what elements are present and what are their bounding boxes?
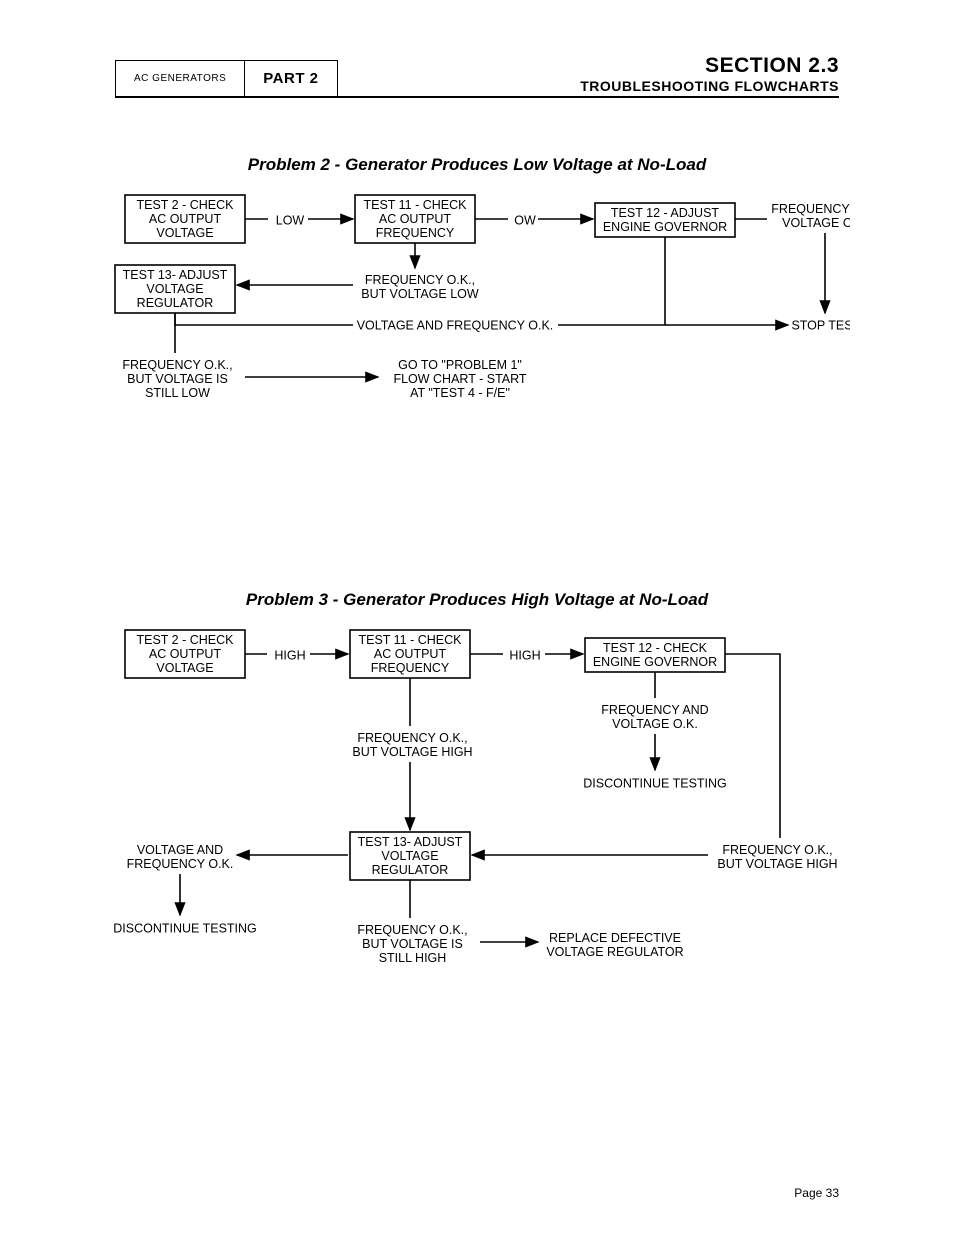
svg-text:DISCONTINUE TESTING: DISCONTINUE TESTING (583, 777, 727, 791)
svg-text:BUT VOLTAGE IS: BUT VOLTAGE IS (362, 937, 463, 951)
svg-text:REGULATOR: REGULATOR (372, 863, 449, 877)
page-number: Page 33 (794, 1186, 839, 1200)
node-t12: TEST 12 - ADJUSTENGINE GOVERNOR (595, 203, 735, 237)
svg-text:TEST 12 - CHECK: TEST 12 - CHECK (603, 641, 708, 655)
node-high2: HIGH (509, 649, 540, 663)
node-fokvsl: FREQUENCY O.K.,BUT VOLTAGE ISSTILL LOW (122, 358, 232, 400)
node-t2: TEST 2 - CHECKAC OUTPUTVOLTAGE (125, 630, 245, 678)
svg-text:FREQUENCY AND: FREQUENCY AND (771, 202, 850, 216)
svg-text:FREQUENCY O.K.: FREQUENCY O.K. (127, 857, 234, 871)
svg-text:TEST 11 - CHECK: TEST 11 - CHECK (363, 198, 467, 212)
svg-text:STILL HIGH: STILL HIGH (379, 951, 447, 965)
flowchart-1: TEST 2 - CHECKAC OUTPUTVOLTAGETEST 11 - … (110, 185, 850, 445)
svg-text:HIGH: HIGH (509, 649, 540, 663)
svg-text:VOLTAGE AND: VOLTAGE AND (137, 843, 223, 857)
svg-text:FREQUENCY: FREQUENCY (376, 226, 455, 240)
node-ow: OW (514, 214, 536, 228)
svg-text:FREQUENCY O.K.,: FREQUENCY O.K., (357, 923, 467, 937)
svg-text:AT "TEST 4 - F/E": AT "TEST 4 - F/E" (410, 386, 510, 400)
svg-text:VOLTAGE AND FREQUENCY O.K.: VOLTAGE AND FREQUENCY O.K. (357, 319, 554, 333)
section-number: SECTION 2.3 (338, 54, 840, 78)
svg-text:VOLTAGE: VOLTAGE (146, 282, 203, 296)
flowchart-2: TEST 2 - CHECKAC OUTPUTVOLTAGETEST 11 - … (110, 620, 850, 1020)
svg-text:ENGINE GOVERNOR: ENGINE GOVERNOR (593, 655, 717, 669)
header-part: PART 2 (245, 60, 337, 97)
node-goto: GO TO "PROBLEM 1"FLOW CHART - STARTAT "T… (393, 358, 526, 400)
node-fokvl: FREQUENCY O.K.,BUT VOLTAGE LOW (361, 273, 479, 301)
node-fvok: FREQUENCY ANDVOLTAGE O.K. (771, 202, 850, 230)
svg-text:BUT VOLTAGE HIGH: BUT VOLTAGE HIGH (717, 857, 837, 871)
svg-text:HIGH: HIGH (274, 649, 305, 663)
node-t11: TEST 11 - CHECKAC OUTPUTFREQUENCY (350, 630, 470, 678)
svg-text:TEST 12 - ADJUST: TEST 12 - ADJUST (611, 206, 719, 220)
flowchart2-title: Problem 3 - Generator Produces High Volt… (0, 590, 954, 610)
node-high1: HIGH (274, 649, 305, 663)
flowchart1-title: Problem 2 - Generator Produces Low Volta… (0, 155, 954, 175)
svg-text:FREQUENCY O.K.,: FREQUENCY O.K., (357, 731, 467, 745)
header-right: SECTION 2.3 TROUBLESHOOTING FLOWCHARTS (338, 60, 840, 96)
svg-text:FREQUENCY O.K.,: FREQUENCY O.K., (122, 358, 232, 372)
svg-text:VOLTAGE REGULATOR: VOLTAGE REGULATOR (546, 945, 683, 959)
svg-text:STOP TESTS: STOP TESTS (791, 319, 850, 333)
svg-text:VOLTAGE: VOLTAGE (381, 849, 438, 863)
node-vfok: VOLTAGE ANDFREQUENCY O.K. (127, 843, 234, 871)
node-t13: TEST 13- ADJUSTVOLTAGEREGULATOR (115, 265, 235, 313)
node-stop: STOP TESTS (791, 319, 850, 333)
svg-text:FREQUENCY O.K.,: FREQUENCY O.K., (365, 273, 475, 287)
svg-text:LOW: LOW (276, 214, 305, 228)
node-t2: TEST 2 - CHECKAC OUTPUTVOLTAGE (125, 195, 245, 243)
svg-text:AC OUTPUT: AC OUTPUT (379, 212, 452, 226)
svg-text:BUT VOLTAGE IS: BUT VOLTAGE IS (127, 372, 228, 386)
node-fokvh: FREQUENCY O.K.,BUT VOLTAGE HIGH (352, 731, 472, 759)
node-fokvh2: FREQUENCY O.K.,BUT VOLTAGE HIGH (717, 843, 837, 871)
svg-text:VOLTAGE: VOLTAGE (156, 226, 213, 240)
svg-text:TEST 2 - CHECK: TEST 2 - CHECK (136, 198, 234, 212)
svg-text:BUT VOLTAGE LOW: BUT VOLTAGE LOW (361, 287, 479, 301)
svg-text:TEST 13- ADJUST: TEST 13- ADJUST (123, 268, 228, 282)
svg-text:AC OUTPUT: AC OUTPUT (374, 647, 447, 661)
svg-text:GO TO "PROBLEM 1": GO TO "PROBLEM 1" (398, 358, 522, 372)
svg-text:FREQUENCY AND: FREQUENCY AND (601, 703, 708, 717)
svg-text:FREQUENCY: FREQUENCY (371, 661, 450, 675)
node-fvok: FREQUENCY ANDVOLTAGE O.K. (601, 703, 708, 731)
svg-text:VOLTAGE: VOLTAGE (156, 661, 213, 675)
svg-text:FREQUENCY O.K.,: FREQUENCY O.K., (722, 843, 832, 857)
svg-text:DISCONTINUE TESTING: DISCONTINUE TESTING (113, 922, 257, 936)
node-t12: TEST 12 - CHECKENGINE GOVERNOR (585, 638, 725, 672)
svg-text:REPLACE DEFECTIVE: REPLACE DEFECTIVE (549, 931, 681, 945)
svg-text:FLOW CHART - START: FLOW CHART - START (393, 372, 526, 386)
svg-text:AC OUTPUT: AC OUTPUT (149, 212, 222, 226)
svg-text:TEST 13- ADJUST: TEST 13- ADJUST (358, 835, 463, 849)
node-repl: REPLACE DEFECTIVEVOLTAGE REGULATOR (546, 931, 683, 959)
svg-text:BUT VOLTAGE HIGH: BUT VOLTAGE HIGH (352, 745, 472, 759)
page-header: AC GENERATORS PART 2 SECTION 2.3 TROUBLE… (115, 60, 839, 98)
node-t13: TEST 13- ADJUSTVOLTAGEREGULATOR (350, 832, 470, 880)
svg-text:VOLTAGE O.K.: VOLTAGE O.K. (782, 216, 850, 230)
node-disc1: DISCONTINUE TESTING (583, 777, 727, 791)
node-t11: TEST 11 - CHECKAC OUTPUTFREQUENCY (355, 195, 475, 243)
svg-text:TEST 11 - CHECK: TEST 11 - CHECK (358, 633, 462, 647)
svg-text:STILL LOW: STILL LOW (145, 386, 210, 400)
header-ac: AC GENERATORS (115, 60, 245, 97)
section-title: TROUBLESHOOTING FLOWCHARTS (338, 78, 840, 94)
svg-text:TEST 2 - CHECK: TEST 2 - CHECK (136, 633, 234, 647)
svg-text:AC OUTPUT: AC OUTPUT (149, 647, 222, 661)
node-vfok: VOLTAGE AND FREQUENCY O.K. (357, 319, 554, 333)
node-low: LOW (276, 214, 305, 228)
node-disc2: DISCONTINUE TESTING (113, 922, 257, 936)
node-fokvsh: FREQUENCY O.K.,BUT VOLTAGE ISSTILL HIGH (357, 923, 467, 965)
svg-text:REGULATOR: REGULATOR (137, 296, 214, 310)
svg-text:OW: OW (514, 214, 536, 228)
svg-text:ENGINE GOVERNOR: ENGINE GOVERNOR (603, 220, 727, 234)
svg-text:VOLTAGE O.K.: VOLTAGE O.K. (612, 717, 698, 731)
